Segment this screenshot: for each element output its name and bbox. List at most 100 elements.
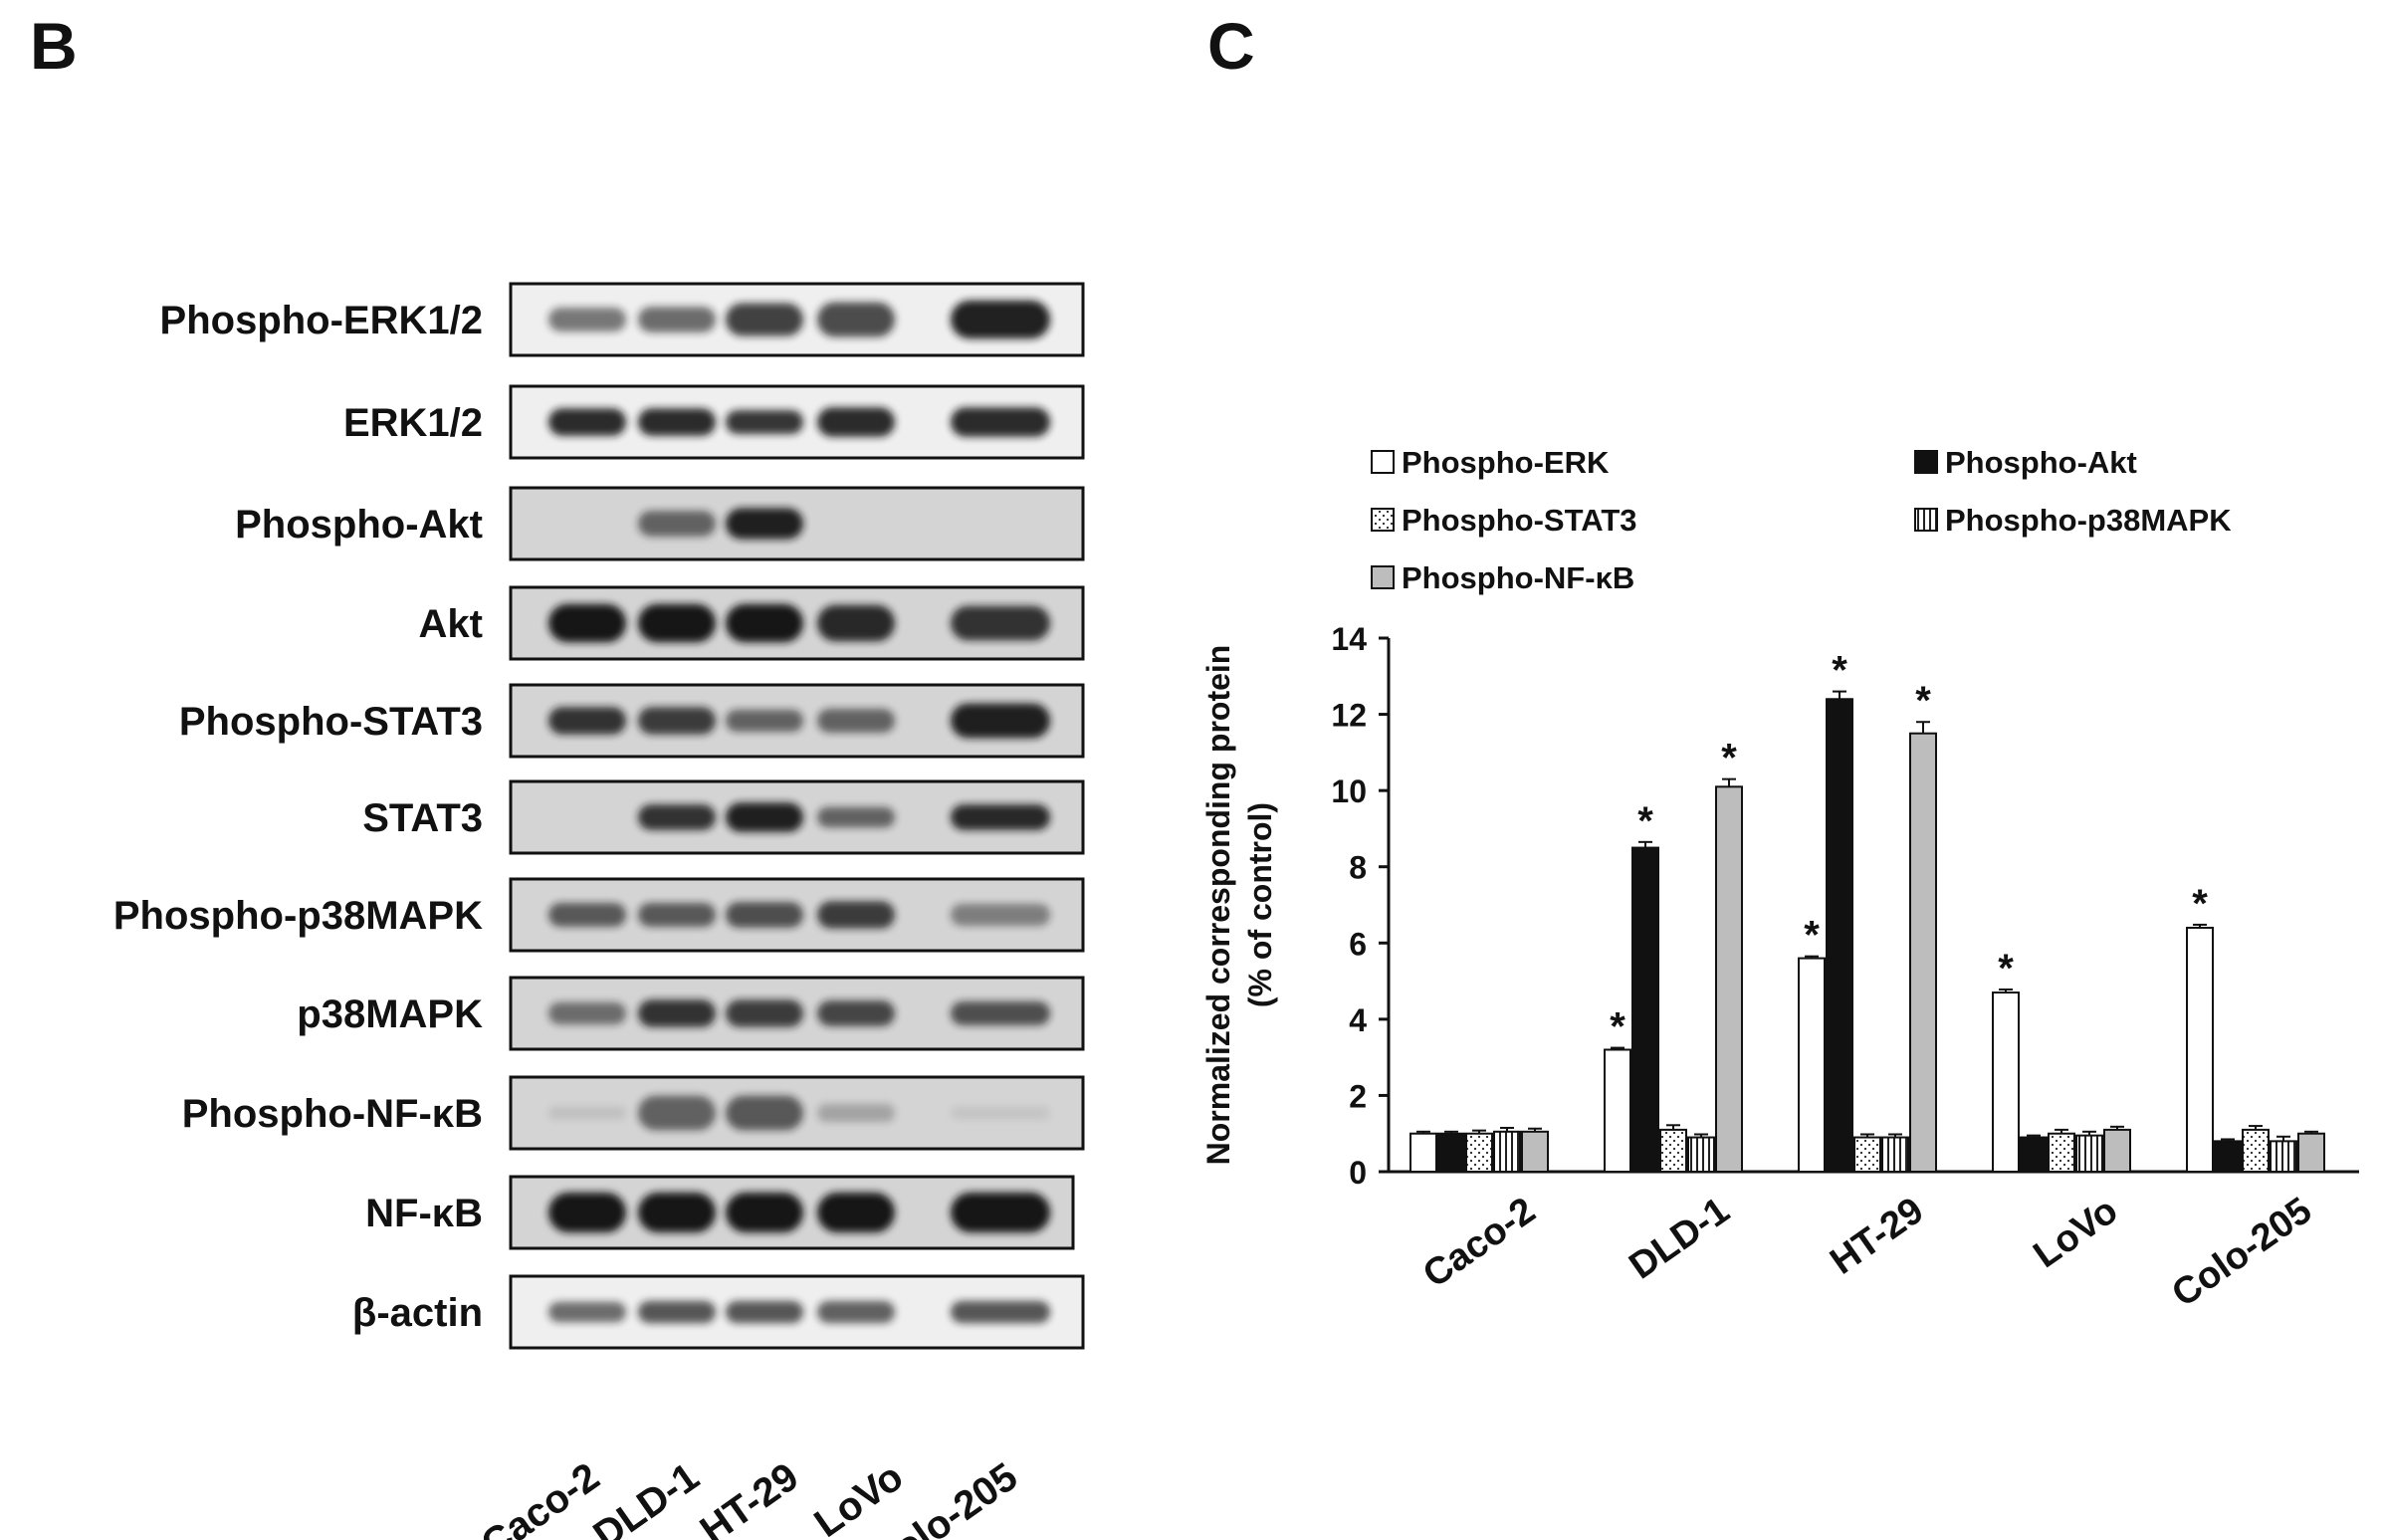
blot-band <box>817 1192 895 1233</box>
legend-label: Phospho-STAT3 <box>1402 503 1637 538</box>
blot-band <box>951 407 1050 437</box>
legend-label: Phospho-Akt <box>1945 445 2137 480</box>
blot-band <box>638 903 716 927</box>
bar-phospho-p38mapk-colo-205 <box>2270 1140 2297 1174</box>
blot-row-label: p38MAPK <box>297 992 483 1036</box>
blot-band <box>951 605 1050 641</box>
significance-star: * <box>1721 737 1737 780</box>
y-tick-label: 12 <box>1331 698 1367 734</box>
blot-band <box>726 999 803 1027</box>
y-tick-label: 14 <box>1331 621 1367 657</box>
blot-band <box>548 1301 626 1323</box>
legend-label: Phospho-p38MAPK <box>1945 503 2232 538</box>
significance-star: * <box>1804 914 1820 958</box>
blot-band <box>951 804 1050 830</box>
significance-star: * <box>1832 649 1847 693</box>
bar-phospho-stat3-dld-1 <box>1659 1128 1687 1174</box>
bar-phospho-nf-kb-colo-205 <box>2297 1132 2325 1173</box>
bar-phospho-stat3-caco-2 <box>1465 1132 1493 1173</box>
bar-phospho-akt-colo-205 <box>2214 1140 2242 1174</box>
significance-star: * <box>1637 799 1653 843</box>
blot-band <box>817 1103 895 1123</box>
blot-band <box>951 1192 1050 1233</box>
chart-bars: * * * * * * * * <box>1409 649 2325 1174</box>
y-tick-label: 10 <box>1331 773 1367 809</box>
blot-row-label: Phospho-NF-κB <box>182 1092 483 1136</box>
blot-row-label: Phospho-Akt <box>235 503 483 547</box>
blot-band <box>638 999 716 1027</box>
blot-row-label: ERK1/2 <box>343 401 483 445</box>
blot-band <box>548 1106 626 1120</box>
bar-phospho-stat3-lovo <box>2048 1132 2075 1173</box>
blot-row-phospho-nf-kb: Phospho-NF-κB <box>182 1075 1085 1151</box>
blot-row-phospho-akt: Phospho-Akt <box>235 486 1085 561</box>
blot-band <box>817 1300 895 1324</box>
blot-band <box>726 410 803 434</box>
blot-band <box>548 1001 626 1025</box>
legend-swatch <box>1914 508 1938 532</box>
blot-band <box>548 903 626 927</box>
blot-band <box>726 303 803 336</box>
bar-phospho-p38mapk-dld-1 <box>1687 1136 1715 1173</box>
bar-group-colo-205: * <box>2186 882 2325 1174</box>
blot-band <box>726 1300 803 1324</box>
blot-band <box>726 902 803 928</box>
blot-row-erk1-2: ERK1/2 <box>343 384 1085 460</box>
blot-row-label: Akt <box>419 602 483 646</box>
blot-row-akt: Akt <box>419 585 1085 661</box>
blot-band <box>817 604 895 642</box>
bar-phospho-p38mapk-caco-2 <box>1493 1130 1521 1174</box>
blot-band <box>548 308 626 331</box>
blot-row-stat3: STAT3 <box>362 779 1085 855</box>
blot-band <box>817 302 895 337</box>
blot-band <box>726 1192 803 1233</box>
legend-item-phospho-erk: Phospho-ERK <box>1371 445 1610 480</box>
bar-phospho-p38mapk-lovo <box>2075 1134 2103 1173</box>
legend-swatch <box>1371 450 1395 474</box>
blot-row-label: β-actin <box>352 1291 483 1335</box>
blot-band <box>951 903 1050 927</box>
legend-label: Phospho-ERK <box>1402 445 1610 480</box>
blot-band <box>817 901 895 929</box>
y-tick-label: 0 <box>1349 1155 1367 1191</box>
blot-band <box>951 703 1050 739</box>
blot-row-label: NF-κB <box>365 1192 483 1235</box>
bar-group-ht-29: * * * <box>1798 649 1937 1173</box>
blot-band <box>638 511 716 537</box>
bar-group-dld-1: * * * <box>1604 737 1743 1174</box>
legend-swatch <box>1371 508 1395 532</box>
blot-row-b-actin: β-actin <box>352 1274 1085 1350</box>
x-category-label-dld-1: DLD-1 <box>1622 1190 1737 1288</box>
blot-band <box>817 1000 895 1026</box>
bar-group-lovo: * <box>1992 947 2131 1174</box>
bar-phospho-erk-colo-205 <box>2186 926 2214 1173</box>
blot-band <box>638 307 716 332</box>
legend-item-phospho-nf-kb: Phospho-NF-κB <box>1371 560 1634 595</box>
bar-phospho-p38mapk-ht-29 <box>1881 1136 1909 1173</box>
legend-swatch <box>1914 450 1938 474</box>
significance-star: * <box>1915 679 1931 723</box>
blot-band <box>548 707 626 735</box>
bar-phospho-nf-kb-caco-2 <box>1521 1130 1549 1174</box>
chart-legend: Phospho-ERK Phospho-Akt Phospho-STAT3 Phosp… <box>1371 445 2232 595</box>
blot-row-phospho-stat3: Phospho-STAT3 <box>179 683 1085 759</box>
blot-row-label: Phospho-ERK1/2 <box>160 299 483 342</box>
bar-phospho-erk-dld-1 <box>1604 1048 1631 1173</box>
blot-band <box>638 1095 716 1131</box>
x-category-label-ht-29: HT-29 <box>1823 1190 1931 1283</box>
blot-band <box>638 804 716 830</box>
bar-phospho-erk-lovo <box>1992 991 2020 1173</box>
blot-band <box>951 1106 1050 1120</box>
blot-row-label: Phospho-STAT3 <box>179 700 483 744</box>
bar-group-caco-2 <box>1409 1126 1549 1174</box>
blot-row-label: Phospho-p38MAPK <box>113 894 483 938</box>
panel-b-letter: B <box>30 9 78 83</box>
blot-row-phospho-p38mapk: Phospho-p38MAPK <box>113 877 1085 953</box>
legend-item-phospho-stat3: Phospho-STAT3 <box>1371 503 1637 538</box>
chart-axes: 0 2 4 6 8 10 12 14 Normalized corresponding prot… <box>1200 621 2359 1315</box>
y-axis-label: Normalized corresponding protein <box>1200 645 1236 1166</box>
y-axis-label: (% of control) <box>1242 802 1278 1007</box>
blot-row-p38mapk: p38MAPK <box>297 976 1085 1051</box>
